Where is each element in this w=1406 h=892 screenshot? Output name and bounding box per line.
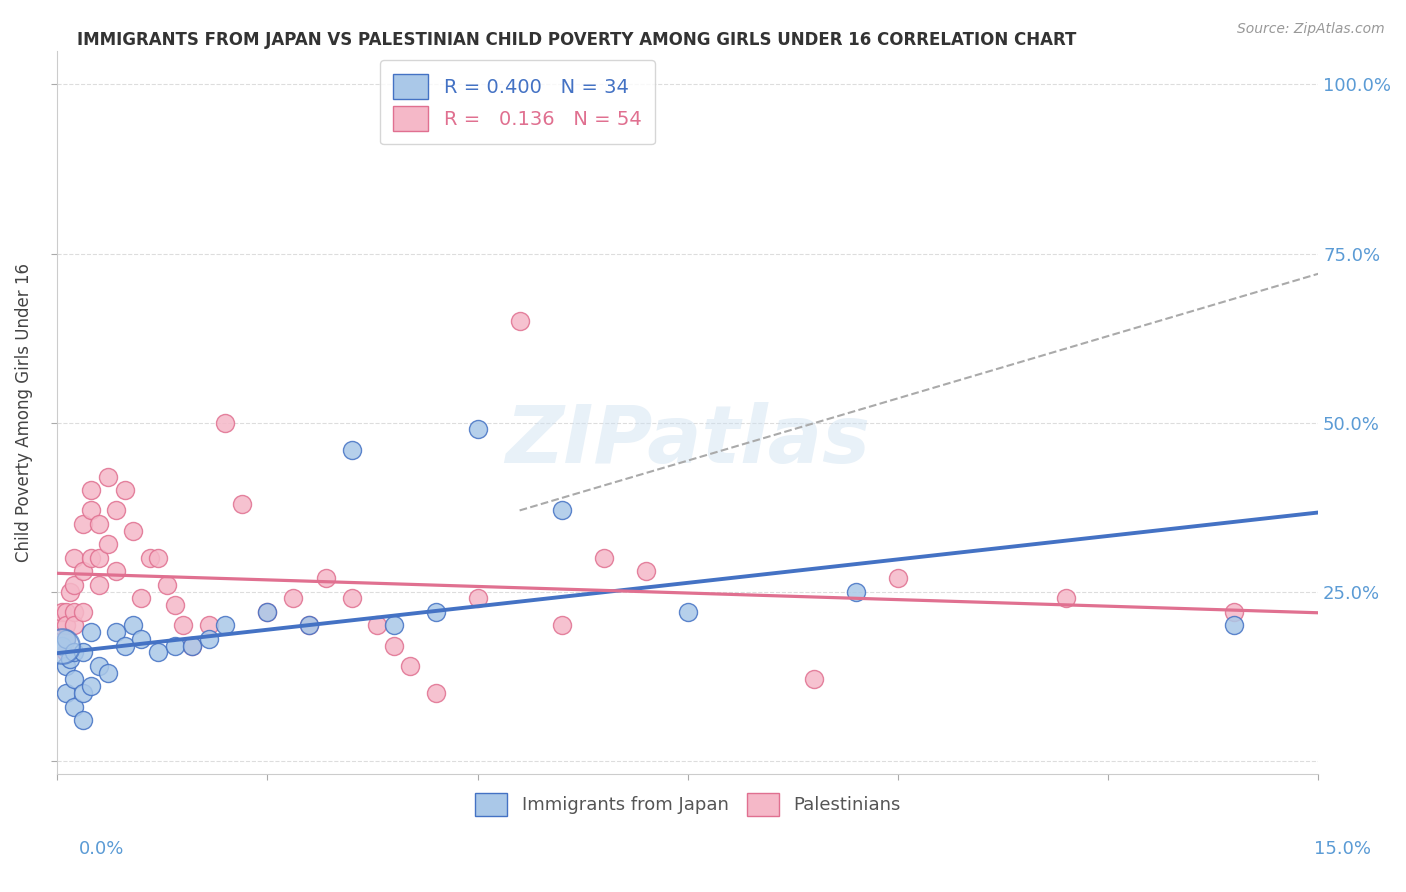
Text: ZIPatlas: ZIPatlas [505, 402, 870, 480]
Text: Source: ZipAtlas.com: Source: ZipAtlas.com [1237, 22, 1385, 37]
Legend: Immigrants from Japan, Palestinians: Immigrants from Japan, Palestinians [464, 781, 911, 827]
Text: 0.0%: 0.0% [79, 840, 124, 858]
Y-axis label: Child Poverty Among Girls Under 16: Child Poverty Among Girls Under 16 [15, 263, 32, 562]
Text: IMMIGRANTS FROM JAPAN VS PALESTINIAN CHILD POVERTY AMONG GIRLS UNDER 16 CORRELAT: IMMIGRANTS FROM JAPAN VS PALESTINIAN CHI… [77, 31, 1077, 49]
Text: 15.0%: 15.0% [1315, 840, 1371, 858]
